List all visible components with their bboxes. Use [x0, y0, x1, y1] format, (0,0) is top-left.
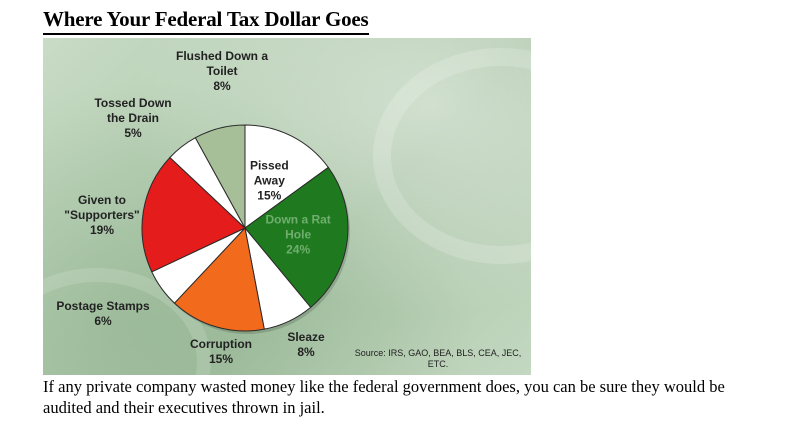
pie-slice — [244, 124, 330, 229]
pie-chart: Pissed Away 15% Down a Rat Hole 24% — [141, 124, 350, 334]
label-given: Given to "Supporters" 19% — [64, 193, 140, 237]
pie-slice — [244, 166, 349, 309]
caption-text: If any private company wasted money like… — [43, 377, 725, 417]
pie-slice-label: Pissed Away 15% — [250, 158, 289, 202]
source-note: Source: IRS, GAO, BEA, BLS, CEA, JEC, ET… — [354, 348, 522, 369]
label-flushed: Flushed Down a Toilet 8% — [175, 49, 268, 93]
label-postage: Postage Stamps 6% — [56, 299, 150, 328]
pie-slice — [141, 156, 246, 273]
pie-slice-label: Down a Rat Hole 24% — [265, 213, 330, 257]
label-corruption: Corruption 15% — [190, 337, 252, 366]
label-sleaze: Sleaze 8% — [287, 330, 325, 359]
chart-panel: Pissed Away 15% Down a Rat Hole 24% Flushed D… — [43, 38, 531, 375]
label-tossed: Tossed Down the Drain 5% — [94, 96, 172, 140]
pie-slice — [194, 124, 246, 229]
pie-slice — [173, 226, 265, 332]
chart-title: Where Your Federal Tax Dollar Goes — [43, 6, 369, 35]
